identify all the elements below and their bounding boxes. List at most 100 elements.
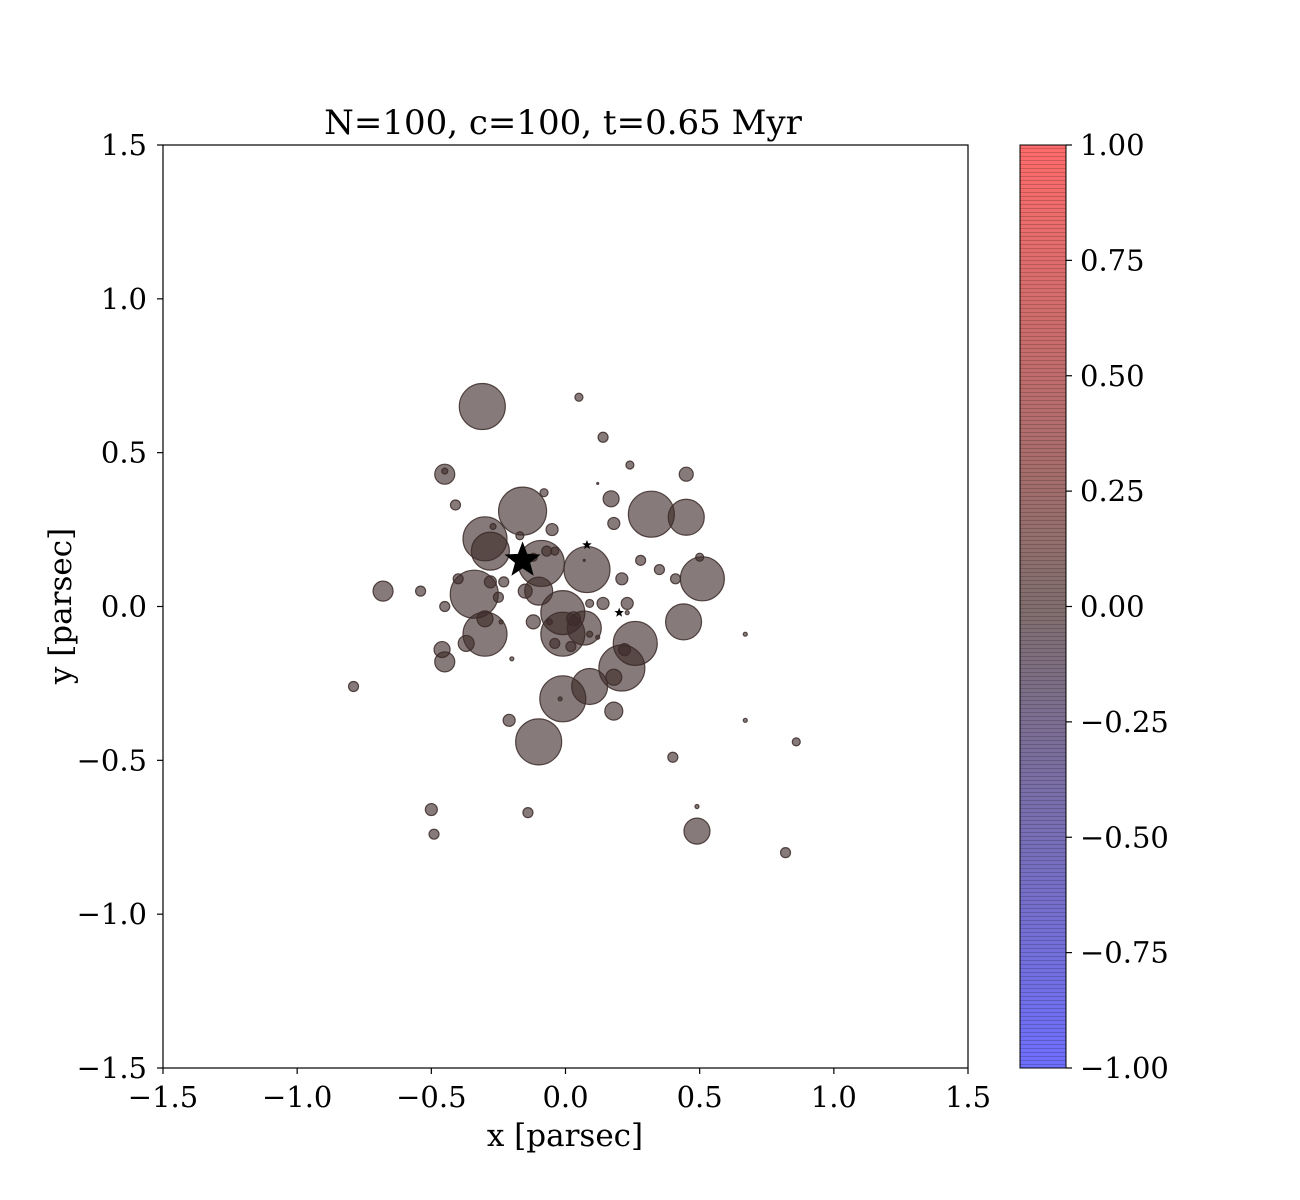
data-point: [498, 619, 504, 625]
data-point: [791, 737, 801, 747]
data-point: [595, 634, 601, 640]
data-point: [497, 486, 548, 536]
data-point: [428, 828, 440, 840]
data-point: [742, 631, 748, 637]
y-tick-label: −1.5: [77, 1051, 147, 1085]
y-tick-label: 0.0: [101, 590, 147, 624]
data-point: [563, 545, 611, 594]
data-point: [625, 460, 635, 470]
data-point: [565, 640, 577, 653]
colorbar-tick-label: 0.75: [1080, 243, 1145, 277]
y-tick-label: 0.5: [101, 436, 147, 470]
data-point: [539, 488, 549, 498]
data-point: [678, 466, 694, 482]
x-tick-label: −1.5: [128, 1080, 198, 1114]
data-point: [372, 580, 394, 602]
data-point: [667, 751, 679, 763]
data-point: [515, 531, 525, 541]
colorbar-tick-label: −0.50: [1080, 820, 1169, 854]
data-point: [669, 573, 682, 585]
data-point: [627, 490, 675, 538]
data-point: [522, 807, 534, 819]
data-point: [502, 713, 516, 727]
data-point: [779, 847, 792, 859]
star-marker: [582, 539, 592, 550]
star-markers: [504, 539, 624, 617]
data-point: [549, 637, 561, 650]
data-point: [424, 802, 438, 817]
data-point: [470, 531, 510, 571]
data-point: [617, 642, 632, 657]
data-point: [742, 717, 748, 723]
data-point: [683, 817, 711, 845]
data-point: [664, 603, 703, 641]
data-point: [604, 701, 624, 721]
data-point: [667, 498, 705, 536]
data-point: [498, 576, 510, 588]
data-point: [492, 591, 505, 603]
data-point: [545, 618, 554, 626]
data-point: [574, 392, 584, 402]
data-point: [557, 696, 563, 702]
data-point: [615, 572, 629, 586]
x-tick-label: −1.0: [262, 1080, 332, 1114]
data-point: [525, 614, 541, 630]
plot-area: [162, 144, 969, 1069]
data-points: [347, 382, 801, 859]
x-tick-label: 1.0: [811, 1080, 857, 1114]
star-marker: [504, 541, 541, 576]
data-point: [679, 556, 725, 602]
x-tick-label: 0.0: [542, 1080, 588, 1114]
colorbar-tick-label: 0.00: [1080, 590, 1145, 624]
data-point: [545, 522, 559, 537]
y-tick-label: −0.5: [77, 743, 147, 777]
colorbar-tick-label: −0.25: [1080, 705, 1169, 739]
x-axis-label: x [parsec]: [487, 1118, 643, 1154]
data-point: [653, 563, 666, 576]
colorbar-tick-label: 0.50: [1080, 359, 1145, 393]
data-point: [458, 382, 506, 431]
data-point: [694, 803, 700, 810]
data-point: [515, 718, 563, 766]
x-axis-ticks: −1.5 −1.0 −0.5 0.0 0.5 1.0 1.5: [128, 1068, 991, 1114]
data-point: [635, 554, 647, 566]
x-tick-label: 1.5: [945, 1080, 991, 1114]
colorbar-tick-label: −1.00: [1080, 1051, 1169, 1085]
data-point: [620, 596, 634, 611]
colorbar-tick-label: 0.25: [1080, 474, 1145, 508]
data-point: [509, 656, 515, 662]
data-point: [571, 667, 609, 706]
data-point: [585, 598, 595, 609]
data-point: [483, 575, 497, 589]
data-point: [624, 610, 630, 616]
data-point: [607, 516, 621, 531]
data-point: [597, 431, 609, 443]
data-point: [550, 546, 560, 556]
data-point: [517, 583, 533, 599]
data-point: [347, 680, 360, 693]
data-point: [565, 611, 582, 627]
data-point: [586, 630, 594, 638]
data-point: [433, 640, 451, 659]
data-point: [596, 596, 610, 611]
chart-title: N=100, c=100, t=0.65 Myr: [324, 103, 802, 143]
data-point: [441, 467, 449, 475]
data-point: [489, 522, 497, 531]
colorbar: 1.00 0.75 0.50 0.25 0.00 −0.25 −0.50 −0.75 −1.00: [1019, 128, 1169, 1085]
star-marker: [614, 607, 624, 617]
data-point: [582, 558, 586, 562]
data-point: [602, 490, 620, 508]
data-point: [605, 668, 623, 686]
x-tick-label: −0.5: [396, 1080, 466, 1114]
data-point: [415, 585, 427, 597]
x-tick-label: 0.5: [677, 1080, 723, 1114]
data-point: [439, 600, 451, 613]
data-point: [476, 610, 494, 628]
colorbar-tick-label: −0.75: [1080, 936, 1169, 970]
colorbar-bands: [1020, 145, 1066, 1068]
colorbar-ticks: 1.00 0.75 0.50 0.25 0.00 −0.25 −0.50 −0.75 −1.00: [1066, 128, 1169, 1085]
y-axis-ticks: −1.5 −1.0 −0.5 0.0 0.5 1.0 1.5: [77, 128, 163, 1085]
data-point: [695, 552, 705, 562]
y-tick-label: 1.0: [101, 282, 147, 316]
